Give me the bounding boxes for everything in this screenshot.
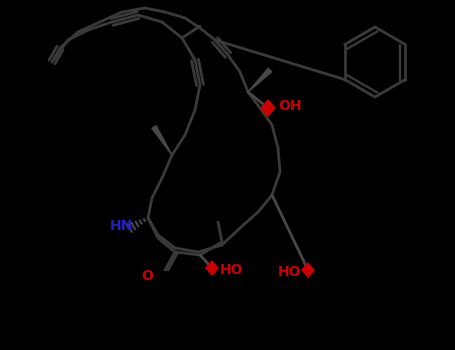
Polygon shape (152, 126, 172, 155)
Text: O: O (141, 269, 153, 283)
Polygon shape (261, 100, 275, 116)
Text: OH: OH (278, 99, 302, 113)
Polygon shape (248, 68, 272, 92)
Text: HO: HO (220, 263, 243, 277)
Polygon shape (302, 263, 314, 277)
Polygon shape (206, 261, 218, 275)
Text: HO: HO (278, 265, 302, 279)
Text: HN: HN (110, 219, 133, 233)
